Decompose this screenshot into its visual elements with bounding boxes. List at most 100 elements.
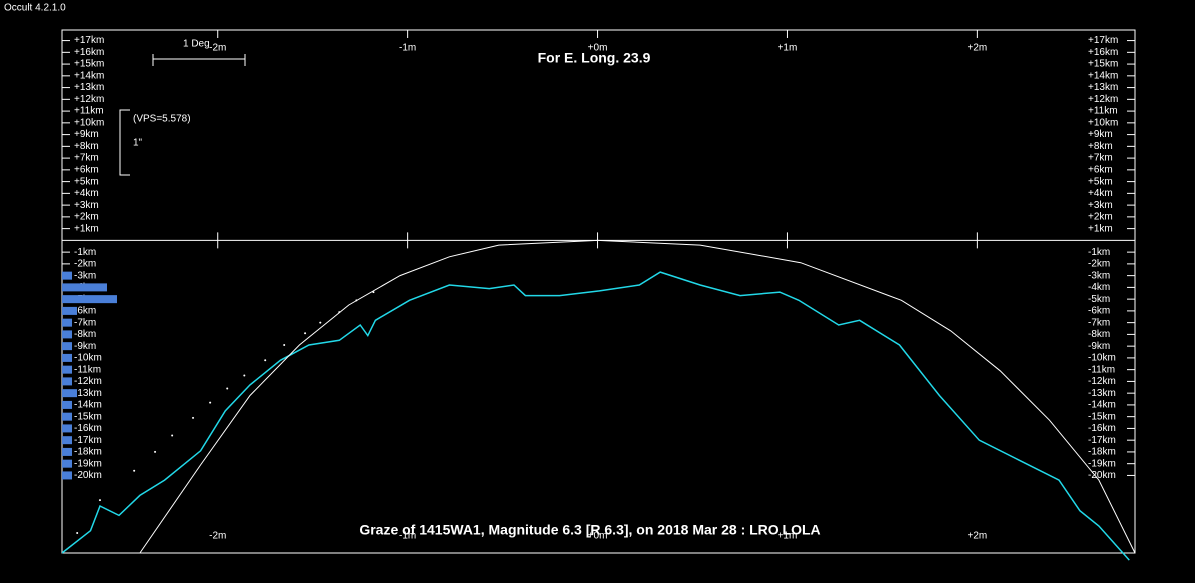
y-tick-label: -14km xyxy=(1088,400,1116,411)
y-tick-label: -20km xyxy=(74,470,102,481)
y-tick-label: -9km xyxy=(1088,341,1110,352)
y-tick-label: -15km xyxy=(74,411,102,422)
y-tick-label: -10km xyxy=(74,353,102,364)
y-tick-label: +2km xyxy=(74,212,99,223)
histogram-bar xyxy=(62,318,72,327)
y-tick-label: +9km xyxy=(74,129,99,140)
y-tick-label: -17km xyxy=(1088,435,1116,446)
y-tick-label: +16km xyxy=(1088,47,1118,58)
y-tick-label: +5km xyxy=(1088,176,1113,187)
x-tick-label: +1m xyxy=(778,43,798,54)
dot xyxy=(319,321,322,324)
y-tick-label: -13km xyxy=(1088,388,1116,399)
x-tick-label: +0m xyxy=(588,531,608,542)
y-tick-label: -12km xyxy=(1088,376,1116,387)
histogram-bar xyxy=(62,353,72,362)
y-tick-label: +8km xyxy=(1088,141,1113,152)
y-tick-label: +11km xyxy=(74,106,104,117)
line-series xyxy=(139,239,1135,554)
x-tick-label: +2m xyxy=(968,531,988,542)
histogram-bar xyxy=(62,306,77,315)
y-tick-label: +7km xyxy=(1088,153,1113,164)
y-tick-label: -6km xyxy=(74,306,96,317)
y-tick-label: +3km xyxy=(74,200,99,211)
dot xyxy=(283,343,286,346)
y-tick-label: +16km xyxy=(74,47,104,58)
histogram-bar xyxy=(62,271,72,280)
y-tick-label: +10km xyxy=(74,117,104,128)
y-tick-label: +15km xyxy=(1088,59,1118,70)
dot xyxy=(209,401,212,404)
histogram-bar xyxy=(62,412,72,421)
dot xyxy=(355,299,358,302)
y-tick-label: -1km xyxy=(74,247,96,258)
x-tick-label: -2m xyxy=(209,43,226,54)
y-tick-label: +17km xyxy=(74,35,104,46)
dot xyxy=(226,387,229,390)
dot xyxy=(338,311,341,314)
y-tick-label: +7km xyxy=(74,153,99,164)
histogram-bar xyxy=(62,436,72,445)
y-tick-label: -7km xyxy=(1088,317,1110,328)
histogram-bar xyxy=(62,330,72,339)
dot xyxy=(192,416,195,419)
y-tick-label: +4km xyxy=(74,188,99,199)
y-tick-label: +9km xyxy=(1088,129,1113,140)
y-tick-label: +6km xyxy=(1088,164,1113,175)
chart-title: For E. Long. 23.9 xyxy=(538,50,651,66)
histogram-bar xyxy=(62,283,107,292)
y-tick-label: +13km xyxy=(74,82,104,93)
vps-bracket xyxy=(119,109,130,176)
y-tick-label: +2km xyxy=(1088,212,1113,223)
y-tick-label: +15km xyxy=(74,59,104,70)
y-tick-label: +12km xyxy=(1088,94,1118,105)
y-tick-label: +1km xyxy=(1088,223,1113,234)
y-tick-label: -19km xyxy=(1088,458,1116,469)
dot xyxy=(372,291,375,294)
x-tick-label: -1m xyxy=(399,43,416,54)
histogram-bar xyxy=(62,365,72,374)
y-tick-label: -17km xyxy=(74,435,102,446)
histogram-bar xyxy=(62,377,72,386)
y-tick-label: +11km xyxy=(1088,106,1118,117)
y-tick-label: -8km xyxy=(74,329,96,340)
y-tick-label: +5km xyxy=(74,176,99,187)
y-tick-label: -16km xyxy=(1088,423,1116,434)
y-tick-label: +14km xyxy=(1088,70,1118,81)
y-tick-label: -3km xyxy=(1088,270,1110,281)
y-tick-label: +13km xyxy=(1088,82,1118,93)
y-tick-label: -6km xyxy=(1088,306,1110,317)
y-tick-label: -3km xyxy=(74,270,96,281)
y-tick-label: -8km xyxy=(1088,329,1110,340)
dot xyxy=(154,450,157,453)
x-tick-label: -2m xyxy=(209,531,226,542)
y-tick-label: +1km xyxy=(74,223,99,234)
y-tick-label: -20km xyxy=(1088,470,1116,481)
dot xyxy=(264,359,267,362)
histogram-bar xyxy=(62,342,72,351)
y-tick-label: -5km xyxy=(1088,294,1110,305)
dot xyxy=(171,434,174,437)
y-tick-label: +10km xyxy=(1088,117,1118,128)
y-tick-label: -18km xyxy=(74,447,102,458)
y-tick-label: -16km xyxy=(74,423,102,434)
y-tick-label: +12km xyxy=(74,94,104,105)
dot xyxy=(98,499,101,502)
x-tick-label: -1m xyxy=(399,531,416,542)
dot xyxy=(133,469,136,472)
vps-label: (VPS=5.578) xyxy=(133,114,191,125)
y-tick-label: -4km xyxy=(1088,282,1110,293)
plot-area xyxy=(62,239,1135,561)
y-tick-label: -14km xyxy=(74,400,102,411)
y-tick-label: -18km xyxy=(1088,447,1116,458)
window-title: Occult 4.2.1.0 xyxy=(4,3,66,14)
x-tick-label: +0m xyxy=(588,43,608,54)
histogram-bar xyxy=(62,459,72,468)
histogram-bar xyxy=(62,295,117,304)
y-tick-label: +17km xyxy=(1088,35,1118,46)
caption: Graze of 1415WA1, Magnitude 6.3 [R 6.3],… xyxy=(359,522,820,538)
y-tick-label: -11km xyxy=(74,364,101,375)
y-tick-label: +8km xyxy=(74,141,99,152)
